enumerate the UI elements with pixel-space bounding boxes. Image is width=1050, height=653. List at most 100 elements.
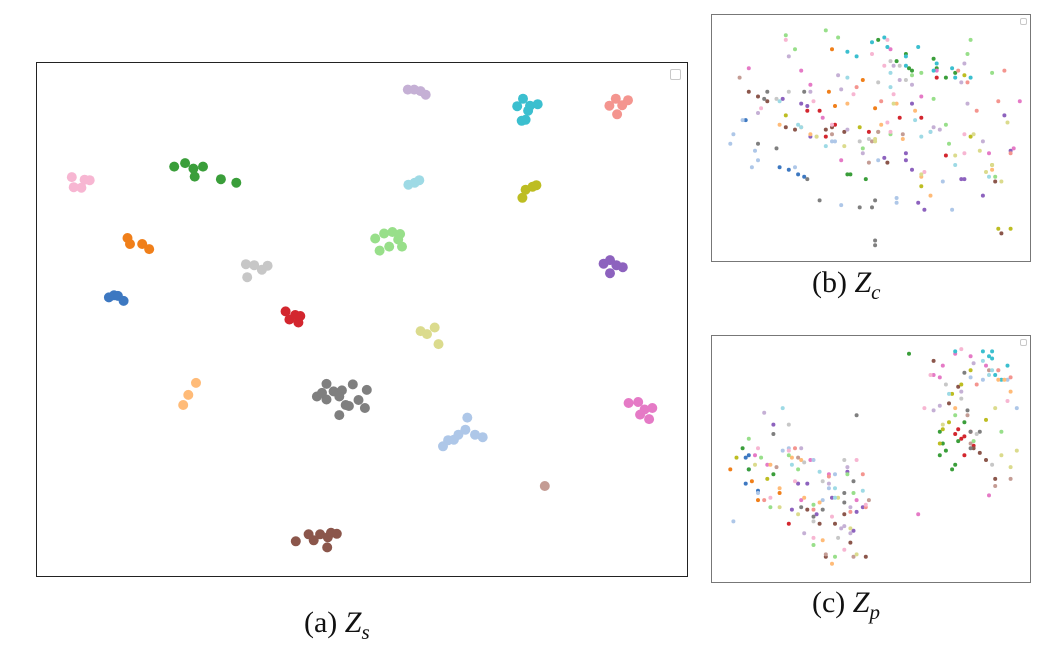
scatter-point xyxy=(756,491,760,495)
scatter-point xyxy=(191,377,201,388)
scatter-point xyxy=(753,148,757,153)
caption-label: (c) xyxy=(812,586,846,619)
scatter-point xyxy=(965,80,970,85)
legend-box xyxy=(670,69,681,80)
series-pink xyxy=(623,397,658,425)
scatter-point xyxy=(943,75,948,80)
scatter-point xyxy=(823,28,828,33)
scatter-point xyxy=(962,434,967,439)
scatter-point xyxy=(802,174,807,179)
scatter-point xyxy=(977,450,982,455)
scatter-point xyxy=(317,387,327,398)
scatter-point xyxy=(848,505,853,510)
scatter-point xyxy=(870,52,874,56)
scatter-point xyxy=(820,498,825,503)
scatter-point xyxy=(189,171,200,182)
scatter-point xyxy=(817,521,822,526)
scatter-point xyxy=(144,244,155,255)
scatter-point xyxy=(876,158,881,163)
scatter-point xyxy=(387,227,398,237)
scatter-point xyxy=(169,161,180,172)
scatter-point xyxy=(731,132,736,137)
scatter-point xyxy=(990,356,995,361)
scatter-point xyxy=(789,462,794,467)
scatter-panel-zc xyxy=(711,14,1031,262)
scatter-point xyxy=(768,462,773,467)
scatter-point xyxy=(873,106,878,111)
scatter-point xyxy=(805,177,810,182)
scatter-point xyxy=(851,554,856,559)
scatter-point xyxy=(771,432,776,436)
scatter-point xyxy=(987,373,991,377)
scatter-point xyxy=(771,472,776,477)
scatter-point xyxy=(826,486,831,491)
scatter-point xyxy=(740,446,745,451)
scatter-point xyxy=(746,467,751,472)
series-khaki xyxy=(415,322,444,350)
scatter-point xyxy=(777,165,782,170)
scatter-point xyxy=(512,101,523,112)
scatter-point xyxy=(897,63,902,68)
scatter-point xyxy=(965,52,970,56)
scatter-point xyxy=(956,68,961,73)
scatter-point xyxy=(999,453,1004,458)
scatter-point xyxy=(857,139,862,144)
scatter-point xyxy=(753,453,757,458)
scatter-point xyxy=(343,401,354,411)
scatter-point xyxy=(811,458,816,462)
scatter-point xyxy=(931,56,936,61)
scatter-point xyxy=(240,259,251,270)
series-purple xyxy=(780,96,1013,212)
scatter-point xyxy=(833,122,837,127)
scatter-point xyxy=(802,495,807,500)
legend-box xyxy=(1020,339,1027,346)
scatter-point xyxy=(860,488,865,493)
scatter-point xyxy=(796,481,801,486)
scatter-point xyxy=(848,509,853,514)
scatter-point xyxy=(118,295,129,306)
scatter-point xyxy=(777,486,782,491)
scatter-point xyxy=(990,167,995,172)
scatter-point xyxy=(833,139,837,144)
scatter-point xyxy=(765,462,770,467)
scatter-point xyxy=(820,538,825,543)
series-gray xyxy=(311,378,372,421)
scatter-point xyxy=(796,172,801,177)
scatter-point xyxy=(1002,68,1007,73)
scatter-point xyxy=(965,408,970,413)
scatter-point xyxy=(830,122,834,127)
scatter-point xyxy=(959,382,964,387)
scatter-point xyxy=(974,382,979,387)
scatter-point xyxy=(999,377,1004,382)
scatter-point xyxy=(876,129,881,134)
scatter-point xyxy=(866,129,871,134)
scatter-point xyxy=(931,358,936,363)
scatter-point xyxy=(913,108,918,113)
scatter-point xyxy=(817,500,822,505)
series-purple xyxy=(771,422,865,533)
scatter-point xyxy=(753,462,757,467)
scatter-point xyxy=(885,160,890,165)
scatter-point xyxy=(811,519,816,524)
scatter-point xyxy=(940,427,945,432)
scatter-point xyxy=(438,441,448,452)
scatter-point xyxy=(531,180,542,191)
scatter-point xyxy=(980,349,985,354)
series-lavender xyxy=(402,84,431,100)
scatter-point xyxy=(823,134,828,139)
scatter-point xyxy=(789,507,794,512)
scatter-point xyxy=(894,59,899,64)
scatter-point xyxy=(876,37,881,42)
scatter-point xyxy=(934,68,939,73)
scatter-point xyxy=(943,448,948,453)
scatter-point xyxy=(749,479,754,484)
scatter-point xyxy=(811,543,816,547)
series-cyan xyxy=(845,35,973,80)
scatter-point xyxy=(894,101,899,106)
scatter-point xyxy=(811,507,816,512)
scatter-point xyxy=(830,139,834,144)
scatter-point xyxy=(786,54,791,59)
scatter-point xyxy=(808,458,813,462)
scatter-point xyxy=(999,231,1004,236)
scatter-point xyxy=(968,375,973,380)
